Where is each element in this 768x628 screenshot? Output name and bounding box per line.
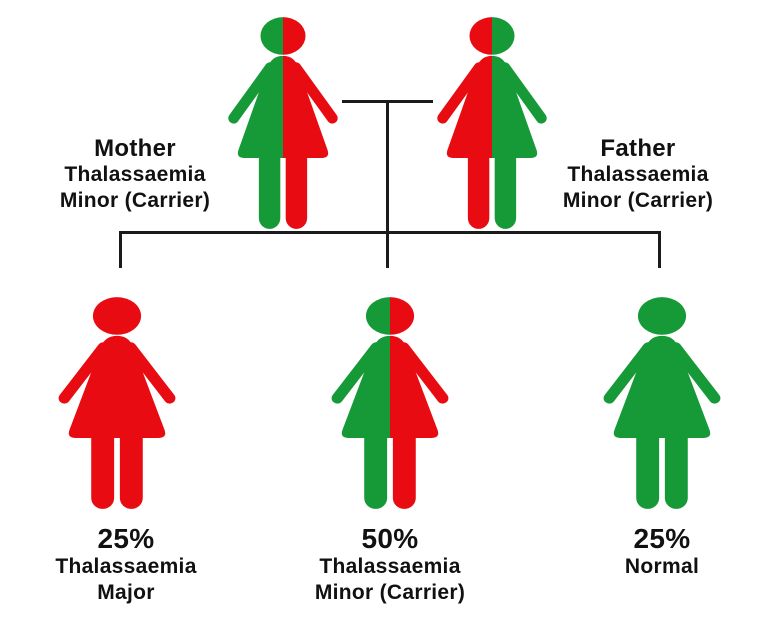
mother-condition-line2: Minor (Carrier) <box>59 189 211 212</box>
mother-label: Mother Thalassaemia Minor (Carrier) <box>60 135 210 214</box>
child-normal-person-icon <box>599 295 725 510</box>
mother-name: Mother <box>94 135 176 162</box>
child-major-percent: 25% <box>97 523 155 554</box>
sibling-drop-line-left <box>119 231 122 268</box>
sibling-horizontal-line <box>119 231 661 234</box>
sibling-drop-line-right <box>658 231 661 268</box>
father-person-icon <box>433 15 551 230</box>
child-carrier-percent: 50% <box>361 523 419 554</box>
mother-condition-line1: Thalassaemia <box>64 163 206 186</box>
child-carrier-line1: Thalassaemia <box>319 555 461 578</box>
child-carrier-label: 50% Thalassaemia Minor (Carrier) <box>315 524 465 606</box>
child-carrier-person-icon <box>327 295 453 510</box>
father-label: Father Thalassaemia Minor (Carrier) <box>563 135 713 214</box>
mother-person-icon <box>224 15 342 230</box>
child-normal-line1: Normal <box>624 555 700 578</box>
father-condition-line1: Thalassaemia <box>567 163 709 186</box>
child-major-person-icon <box>54 295 180 510</box>
child-normal-percent: 25% <box>633 523 691 554</box>
child-carrier-line2: Minor (Carrier) <box>314 581 466 604</box>
child-major-line1: Thalassaemia <box>55 555 197 578</box>
child-major-line2: Major <box>97 581 155 604</box>
child-major-label: 25% Thalassaemia Major <box>55 524 196 606</box>
father-name: Father <box>600 135 676 162</box>
descent-vertical-line <box>386 100 389 268</box>
child-normal-label: 25% Normal <box>625 524 699 580</box>
father-condition-line2: Minor (Carrier) <box>562 189 714 212</box>
